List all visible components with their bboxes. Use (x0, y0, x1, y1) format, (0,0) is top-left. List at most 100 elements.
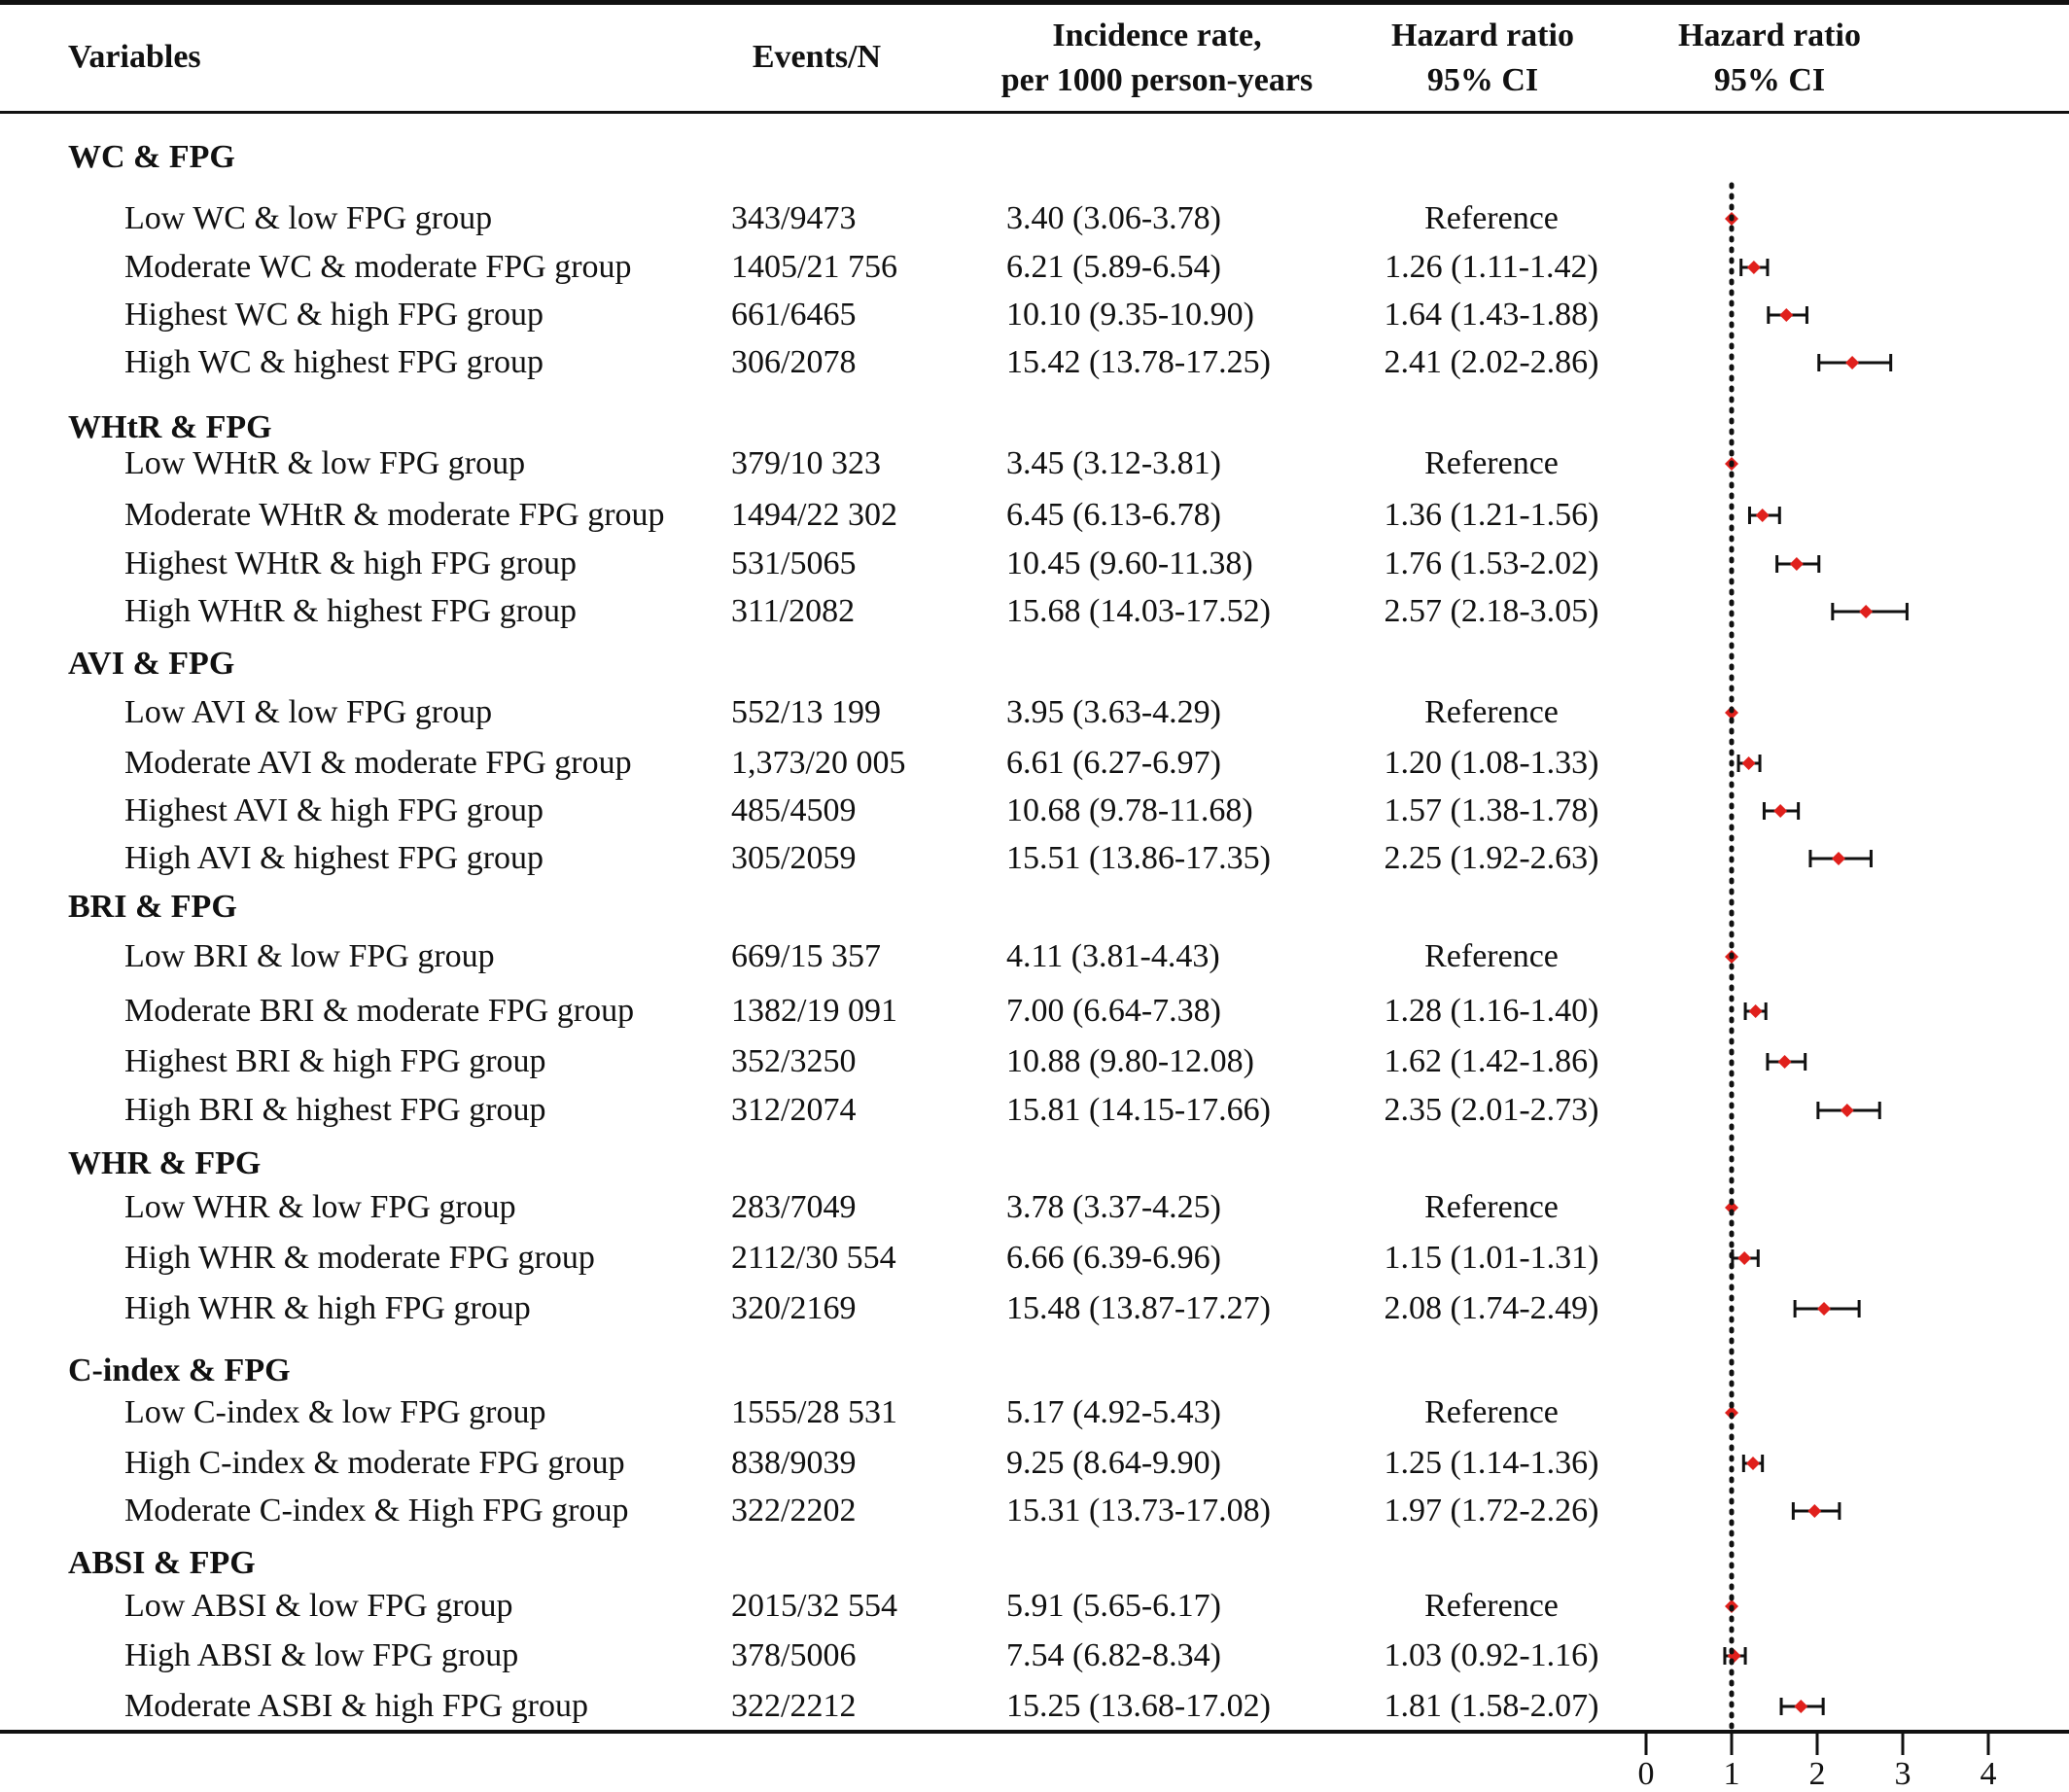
row-incidence: 10.88 (9.80-12.08) (1006, 1043, 1254, 1079)
row-events: 379/10 323 (731, 445, 881, 481)
header-rule (0, 111, 2069, 114)
row-events: 311/2082 (731, 593, 856, 629)
x-tick-label: 4 (1981, 1756, 1997, 1792)
row-hazard-ratio: 1.64 (1.43-1.88) (1384, 297, 1599, 333)
row-hazard-ratio: 1.15 (1.01-1.31) (1384, 1240, 1599, 1276)
row-label: Low WHtR & low FPG group (124, 445, 526, 481)
hr-point (1746, 1457, 1760, 1470)
group-heading: C-index & FPG (68, 1353, 291, 1388)
row-label: Low C-index & low FPG group (124, 1394, 546, 1430)
header-plot-line2: 95% CI (1713, 62, 1826, 98)
group-heading: ABSI & FPG (68, 1545, 256, 1581)
row-label: High WHR & high FPG group (124, 1290, 531, 1326)
row-incidence: 3.78 (3.37-4.25) (1006, 1189, 1221, 1225)
row-label: Highest WC & high FPG group (124, 297, 544, 333)
header-variables: Variables (68, 35, 201, 80)
row-hazard-ratio: 2.57 (2.18-3.05) (1384, 593, 1599, 629)
row-events: 1405/21 756 (731, 249, 897, 285)
hr-point (1755, 509, 1770, 522)
x-tick-label: 3 (1895, 1756, 1911, 1792)
header-events-label: Events/N (752, 39, 882, 75)
row-events: 669/15 357 (731, 938, 881, 974)
row-hazard-ratio: Reference (1424, 694, 1559, 730)
row-hazard-ratio: 1.81 (1.58-2.07) (1384, 1688, 1599, 1724)
row-hazard-ratio: Reference (1424, 1394, 1559, 1430)
row-events: 531/5065 (731, 545, 857, 581)
bottom-rule (0, 1730, 2069, 1734)
row-hazard-ratio: 1.57 (1.38-1.78) (1384, 792, 1599, 828)
row-events: 2112/30 554 (731, 1240, 896, 1276)
row-label: Low WC & low FPG group (124, 200, 493, 236)
group-heading: WC & FPG (68, 139, 235, 175)
row-events: 312/2074 (731, 1092, 857, 1128)
hr-point (1845, 356, 1860, 369)
header-hr-line2: 95% CI (1426, 62, 1539, 98)
row-events: 1555/28 531 (731, 1394, 897, 1430)
hr-point (1741, 756, 1756, 770)
row-label: Low AVI & low FPG group (124, 694, 493, 730)
row-incidence: 10.45 (9.60-11.38) (1006, 545, 1253, 581)
row-events: 1,373/20 005 (731, 745, 906, 781)
row-incidence: 6.66 (6.39-6.96) (1006, 1240, 1221, 1276)
hr-point (1832, 852, 1845, 865)
row-incidence: 15.42 (13.78-17.25) (1006, 344, 1271, 380)
row-events: 378/5006 (731, 1637, 857, 1673)
row-hazard-ratio: 1.36 (1.21-1.56) (1384, 497, 1599, 533)
row-hazard-ratio: 1.28 (1.16-1.40) (1384, 993, 1599, 1029)
hr-point (1737, 1251, 1752, 1265)
row-label: High C-index & moderate FPG group (124, 1445, 625, 1481)
row-hazard-ratio: 1.26 (1.11-1.42) (1385, 249, 1598, 285)
row-hazard-ratio: Reference (1424, 200, 1559, 236)
row-label: Highest AVI & high FPG group (124, 792, 544, 828)
row-label: Moderate WC & moderate FPG group (124, 249, 632, 285)
row-label: Low WHR & low FPG group (124, 1189, 516, 1225)
row-label: High ABSI & low FPG group (124, 1637, 519, 1673)
row-events: 552/13 199 (731, 694, 881, 730)
row-hazard-ratio: 1.62 (1.42-1.86) (1384, 1043, 1599, 1079)
group-heading: WHtR & FPG (68, 409, 272, 445)
row-hazard-ratio: 1.97 (1.72-2.26) (1384, 1493, 1599, 1528)
header-events: Events/N (700, 35, 933, 80)
hr-point (1748, 1004, 1763, 1018)
row-incidence: 3.95 (3.63-4.29) (1006, 694, 1221, 730)
row-label: Low ABSI & low FPG group (124, 1588, 513, 1624)
row-label: High BRI & highest FPG group (124, 1092, 546, 1128)
group-heading: AVI & FPG (68, 646, 235, 682)
hr-point (1779, 308, 1794, 322)
row-hazard-ratio: Reference (1424, 1588, 1559, 1624)
row-hazard-ratio: 1.20 (1.08-1.33) (1384, 745, 1599, 781)
row-events: 485/4509 (731, 792, 857, 828)
row-incidence: 4.11 (3.81-4.43) (1006, 938, 1220, 974)
row-incidence: 15.48 (13.87-17.27) (1006, 1290, 1271, 1326)
hr-point (1777, 1055, 1792, 1069)
group-heading: BRI & FPG (68, 889, 237, 925)
row-hazard-ratio: Reference (1424, 445, 1559, 481)
row-incidence: 3.45 (3.12-3.81) (1006, 445, 1221, 481)
row-events: 2015/32 554 (731, 1588, 897, 1624)
row-label: Moderate C-index & High FPG group (124, 1493, 629, 1528)
header-plot: Hazard ratio 95% CI (1648, 14, 1891, 103)
header-incidence-line1: Incidence rate, (1052, 18, 1262, 53)
x-tick-label: 2 (1809, 1756, 1826, 1792)
row-events: 305/2059 (731, 840, 857, 876)
row-incidence: 7.00 (6.64-7.38) (1006, 993, 1221, 1029)
row-incidence: 3.40 (3.06-3.78) (1006, 200, 1221, 236)
row-events: 283/7049 (731, 1189, 857, 1225)
row-events: 1494/22 302 (731, 497, 897, 533)
group-heading: WHR & FPG (68, 1145, 262, 1181)
row-label: Moderate ASBI & high FPG group (124, 1688, 588, 1724)
row-label: High WHtR & highest FPG group (124, 593, 578, 629)
row-events: 838/9039 (731, 1445, 857, 1481)
row-hazard-ratio: Reference (1424, 1189, 1559, 1225)
row-incidence: 10.68 (9.78-11.68) (1006, 792, 1253, 828)
row-hazard-ratio: 2.25 (1.92-2.63) (1384, 840, 1599, 876)
hr-point (1859, 605, 1874, 618)
row-incidence: 15.31 (13.73-17.08) (1006, 1493, 1271, 1528)
header-hr: Hazard ratio 95% CI (1361, 14, 1604, 103)
row-events: 322/2202 (731, 1493, 857, 1528)
hr-point (1807, 1504, 1822, 1518)
row-label: Moderate BRI & moderate FPG group (124, 993, 635, 1029)
row-incidence: 15.25 (13.68-17.02) (1006, 1688, 1271, 1724)
row-label: High WHR & moderate FPG group (124, 1240, 595, 1276)
